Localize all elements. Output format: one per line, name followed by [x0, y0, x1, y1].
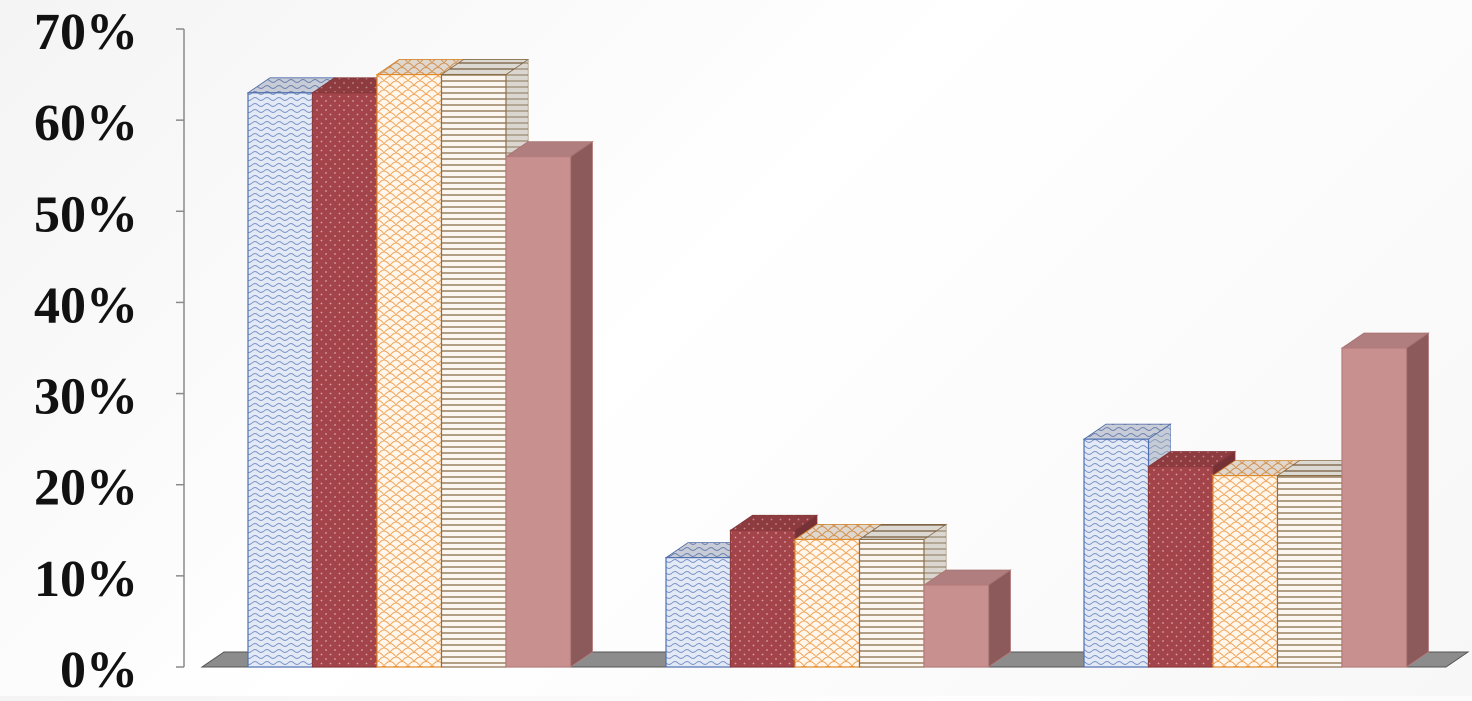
bar-top-shade	[1148, 451, 1235, 467]
y-tick-label: 30%	[34, 369, 138, 426]
bar-front-face	[665, 557, 732, 668]
bar-front-face	[440, 73, 507, 668]
bar-top-shade	[859, 524, 946, 540]
bar-top-shade	[248, 77, 335, 93]
bar-top-shade	[730, 515, 817, 531]
bar-front-face	[794, 538, 861, 668]
bar-front-face	[1212, 475, 1279, 668]
y-tick-label: 20%	[34, 460, 138, 517]
bar-front-face	[1341, 347, 1408, 668]
bar-side-face	[988, 569, 1011, 668]
bar-top-shade	[441, 59, 528, 75]
y-tick-label: 40%	[34, 277, 138, 334]
bar-top-shade	[1342, 333, 1429, 348]
bar-top-shade	[1213, 460, 1300, 476]
bar	[1340, 332, 1430, 668]
bar-front-face	[247, 92, 314, 668]
bar-top-shade	[377, 59, 464, 75]
bar	[922, 569, 1012, 668]
bar-front-face	[923, 584, 990, 668]
y-tick-label: 70%	[34, 4, 138, 61]
y-tick-label: 50%	[34, 186, 138, 243]
bar-top-shade	[795, 524, 882, 540]
bar-front-face	[376, 73, 443, 668]
bar-front-face	[729, 529, 796, 668]
y-tick-label: 60%	[34, 95, 138, 152]
y-tick-label: 10%	[34, 551, 138, 608]
bar-front-face	[311, 92, 378, 668]
bar-front-face	[1147, 465, 1214, 668]
bar-front-face	[505, 156, 572, 668]
bar-front-face	[1083, 438, 1150, 668]
bar-top-shade	[924, 569, 1011, 585]
bar-side-face	[570, 140, 593, 668]
bar-front-face	[1276, 475, 1343, 668]
y-tick-label: 0%	[60, 642, 138, 696]
bar	[504, 140, 594, 668]
bar-front-face	[858, 538, 925, 668]
bar-top-shade	[1084, 424, 1171, 440]
bar-top-shade	[506, 141, 593, 157]
bar-side-face	[1406, 332, 1429, 668]
